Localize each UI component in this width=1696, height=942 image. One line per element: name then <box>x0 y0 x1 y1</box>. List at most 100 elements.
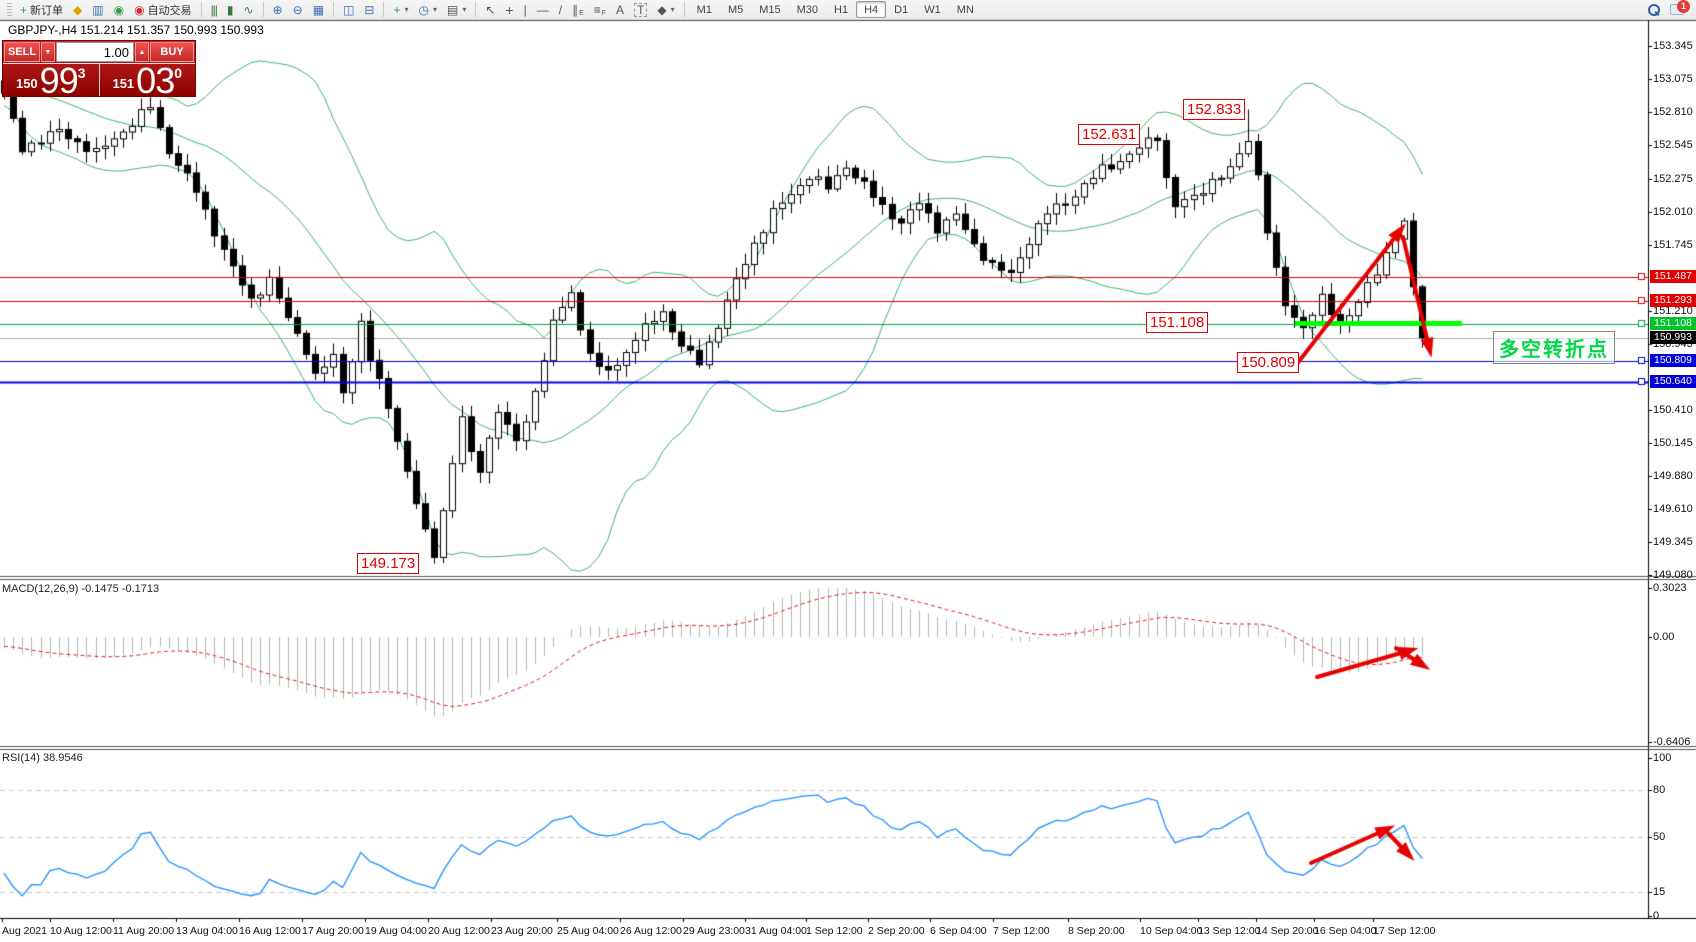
rsi-indicator-label: RSI(14) 38.9546 <box>2 752 83 764</box>
price-tag-151.487: 151.487 <box>1650 270 1696 284</box>
market-watch-icon: ◆ <box>73 2 83 17</box>
price-callout-152.833[interactable]: 152.833 <box>1183 99 1246 120</box>
period-button[interactable]: ◷ ▾ <box>414 1 443 19</box>
autotrade-button[interactable]: ◉ 自动交易 <box>129 1 196 19</box>
trendline-icon: / <box>558 2 563 17</box>
timeframe-button-m30[interactable]: M30 <box>796 4 819 16</box>
search-icon[interactable] <box>1648 3 1660 16</box>
ask-price-sup: 0 <box>174 65 183 81</box>
time-axis-label: 17 Aug 20:00 <box>302 925 364 937</box>
hline-tool-button[interactable]: — <box>532 1 554 19</box>
price-axis-tick: 150.145 <box>1653 437 1693 450</box>
shapes-tool-button[interactable]: ◆ ▾ <box>652 1 679 19</box>
timeframe-button-w1[interactable]: W1 <box>924 4 941 16</box>
notification-bubble-icon[interactable]: 1 <box>1670 0 1690 15</box>
volume-up-button[interactable]: ▲ <box>135 42 149 62</box>
cascade-charts-button[interactable]: ⊟ <box>359 1 379 19</box>
tile-windows-button[interactable]: ▦ <box>308 1 329 19</box>
time-axis-label: 6 Sep 04:00 <box>930 925 987 937</box>
zoom-out-button[interactable]: ⊖ <box>288 1 308 19</box>
timeframe-button-h4[interactable]: H4 <box>856 1 887 18</box>
rsi-axis-label: 15 <box>1653 886 1666 899</box>
pane-splitter-rsi[interactable] <box>0 746 1696 751</box>
price-tag-150.993: 150.993 <box>1650 331 1696 345</box>
channel-tool-button[interactable]: ∥ E <box>567 1 589 19</box>
time-axis-label: 25 Aug 04:00 <box>557 925 619 937</box>
macd-axis-label: -0.6406 <box>1653 735 1691 748</box>
horizontal-line-icon: — <box>536 2 549 17</box>
label-tool-button[interactable]: T <box>629 1 652 19</box>
price-callout-152.631[interactable]: 152.631 <box>1078 124 1141 145</box>
macd-axis-label: 0.3023 <box>1653 581 1687 594</box>
vline-tool-button[interactable]: | <box>519 1 532 19</box>
time-axis-label: 13 Sep 12:00 <box>1198 925 1261 937</box>
price-axis-tick: 149.345 <box>1653 536 1693 549</box>
new-order-button[interactable]: + 新订单 <box>15 1 68 19</box>
price-axis-tick: 153.075 <box>1653 73 1693 86</box>
bid-price-sup: 3 <box>77 65 86 81</box>
cursor-tool-button[interactable]: ↖ <box>480 1 500 19</box>
price-callout-150.809[interactable]: 150.809 <box>1237 352 1300 373</box>
bid-price-display[interactable]: 150 99 3 <box>3 64 99 96</box>
price-axis-tick: 152.545 <box>1653 139 1693 152</box>
buy-button[interactable]: BUY <box>150 42 194 62</box>
zoom-in-button[interactable]: ⊕ <box>268 1 288 19</box>
time-axis-label: 31 Aug 04:00 <box>745 925 807 937</box>
arrange-charts-button[interactable]: ◫ <box>338 1 359 19</box>
template-icon: ▤ <box>447 2 459 17</box>
turning-point-annotation[interactable]: 多空转折点 <box>1493 331 1615 364</box>
signals-button[interactable]: ◉ <box>109 1 129 19</box>
ask-price-display[interactable]: 151 03 0 <box>100 64 196 96</box>
volume-down-button[interactable]: ▼ <box>41 42 55 62</box>
pane-splitter-macd[interactable] <box>0 576 1696 581</box>
text-tool-button[interactable]: A <box>611 1 629 19</box>
toolbar: + 新订单 ◆ ▥ ◉ ◉ 自动交易 ||| ▮ ∿ ⊕ ⊖ ▦ ◫ ⊟ + ▾ … <box>0 0 1696 20</box>
market-watch-button[interactable]: ◆ <box>68 1 87 19</box>
timeframe-button-m1[interactable]: M1 <box>696 4 712 16</box>
add-indicator-button[interactable]: + ▾ <box>388 1 413 19</box>
zoom-out-icon: ⊖ <box>292 2 303 17</box>
time-axis-label: 16 Aug 12:00 <box>239 925 301 937</box>
toolbar-separator <box>475 2 477 17</box>
arrange-icon: ◫ <box>343 2 355 17</box>
dropdown-arrow-icon: ▾ <box>462 5 467 14</box>
time-axis-label: 26 Aug 12:00 <box>620 925 682 937</box>
ask-price-small: 151 <box>112 76 135 91</box>
price-callout-151.108[interactable]: 151.108 <box>1146 312 1209 333</box>
fibonacci-tool-button[interactable]: ≡ F <box>589 1 611 19</box>
time-axis-label: 19 Aug 04:00 <box>365 925 427 937</box>
clock-icon: ◷ <box>418 2 429 17</box>
timeframe-button-mn[interactable]: MN <box>956 4 974 16</box>
timeframe-group: M1 M5 M15 M30 H1 H4 D1 W1 MN <box>689 1 982 18</box>
timeframe-button-h1[interactable]: H1 <box>834 4 849 16</box>
macd-axis-label: 0.00 <box>1653 631 1675 643</box>
crosshair-icon: + <box>505 1 514 18</box>
ask-price-big: 03 <box>136 64 175 96</box>
timeframe-button-m15[interactable]: M15 <box>759 4 781 16</box>
time-axis-label: 29 Aug 23:00 <box>683 925 745 937</box>
line-chart-button[interactable]: ∿ <box>239 1 259 19</box>
price-axis-tick: 149.080 <box>1653 569 1693 582</box>
bid-price-small: 150 <box>15 76 38 91</box>
rsi-axis-label: 50 <box>1653 831 1666 843</box>
template-button[interactable]: ▤ ▾ <box>442 1 471 19</box>
time-axis-label: 20 Aug 12:00 <box>428 925 490 937</box>
toolbar-grip[interactable] <box>7 2 12 17</box>
data-window-icon: ▥ <box>92 2 104 17</box>
bid-price-big: 99 <box>39 64 79 96</box>
candlestick-chart-button[interactable]: ▮ <box>222 1 239 19</box>
crosshair-tool-button[interactable]: + <box>500 1 518 19</box>
time-axis-label: 1 Sep 12:00 <box>806 925 863 937</box>
bar-chart-button[interactable]: ||| <box>206 1 222 19</box>
time-axis-label: Aug 2021 <box>2 925 47 937</box>
price-callout-149.173[interactable]: 149.173 <box>357 553 420 574</box>
time-axis-label: 10 Aug 12:00 <box>50 925 112 937</box>
data-window-button[interactable]: ▥ <box>87 1 108 19</box>
timeframe-button-m5[interactable]: M5 <box>727 4 744 16</box>
sell-button[interactable]: SELL <box>4 42 40 62</box>
volume-input[interactable]: 1.00 <box>56 42 134 62</box>
timeframe-button-d1[interactable]: D1 <box>894 4 909 16</box>
trendline-tool-button[interactable]: / <box>554 1 567 19</box>
